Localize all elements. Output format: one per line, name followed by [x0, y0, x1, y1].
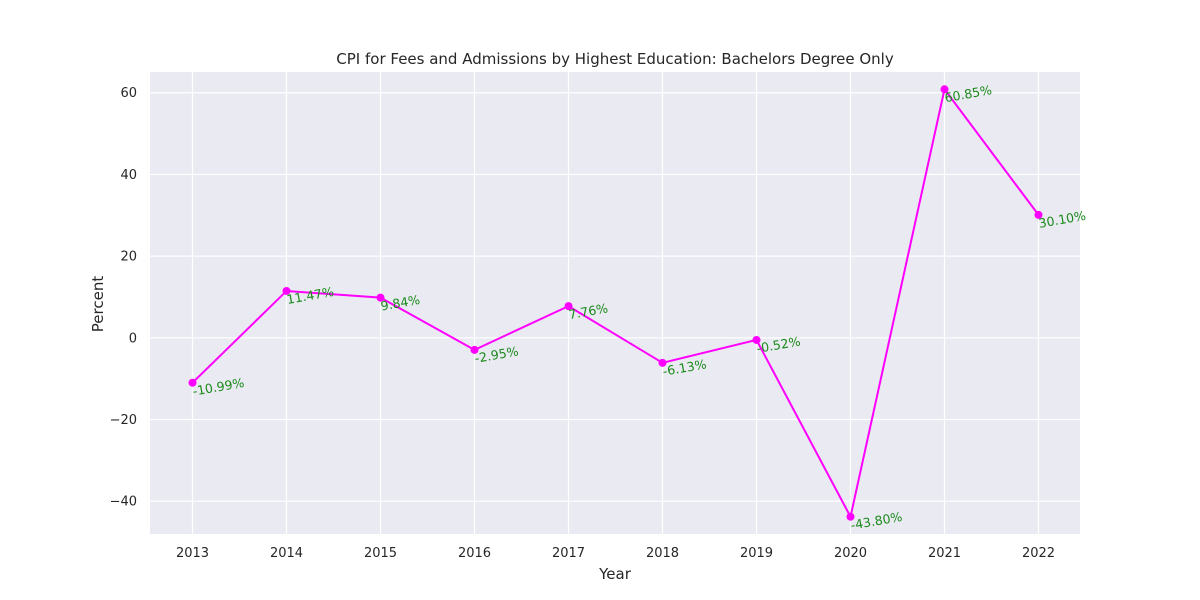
- data-point: [1034, 210, 1043, 219]
- y-tick-label: −20: [110, 413, 137, 428]
- x-tick-label: 2022: [1022, 546, 1055, 561]
- y-tick-label: 40: [120, 168, 137, 183]
- y-tick-label: 60: [120, 86, 137, 101]
- y-tick-label: 20: [120, 250, 137, 265]
- data-label: 7.76%: [567, 300, 609, 322]
- x-tick-label: 2020: [834, 546, 867, 561]
- data-point: [282, 286, 291, 295]
- y-tick-label: 0: [129, 331, 137, 346]
- plot-area: [150, 72, 1080, 534]
- x-tick-label: 2021: [928, 546, 961, 561]
- data-point: [846, 512, 855, 521]
- x-tick-label: 2015: [364, 546, 397, 561]
- data-points: [188, 85, 1043, 521]
- data-point: [658, 358, 667, 367]
- chart-title: CPI for Fees and Admissions by Highest E…: [336, 50, 894, 68]
- data-point: [188, 378, 197, 387]
- y-tick-label: −40: [110, 495, 137, 510]
- x-tick-labels: 2013 2014 2015 2016 2017 2018 2019 2020 2021 2022: [176, 546, 1055, 561]
- data-point: [470, 345, 479, 354]
- x-tick-label: 2013: [176, 546, 209, 561]
- data-label: 9.84%: [379, 292, 421, 314]
- data-point: [564, 302, 573, 311]
- x-tick-label: 2018: [646, 546, 679, 561]
- x-tick-label: 2017: [552, 546, 585, 561]
- data-labels: -10.99%11.47% 9.84%-2.95%7.76%-6.13%-0.52…: [191, 82, 1087, 533]
- y-axis-label: Percent: [89, 276, 107, 333]
- y-tick-labels: 60 40 20 0 −20 −40: [110, 86, 137, 509]
- data-point: [376, 293, 385, 302]
- data-point: [940, 85, 949, 94]
- x-tick-label: 2016: [458, 546, 491, 561]
- series-line: [191, 86, 1040, 520]
- x-tick-label: 2019: [740, 546, 773, 561]
- x-axis-label: Year: [598, 565, 632, 583]
- data-point: [752, 335, 761, 344]
- x-tick-label: 2014: [270, 546, 303, 561]
